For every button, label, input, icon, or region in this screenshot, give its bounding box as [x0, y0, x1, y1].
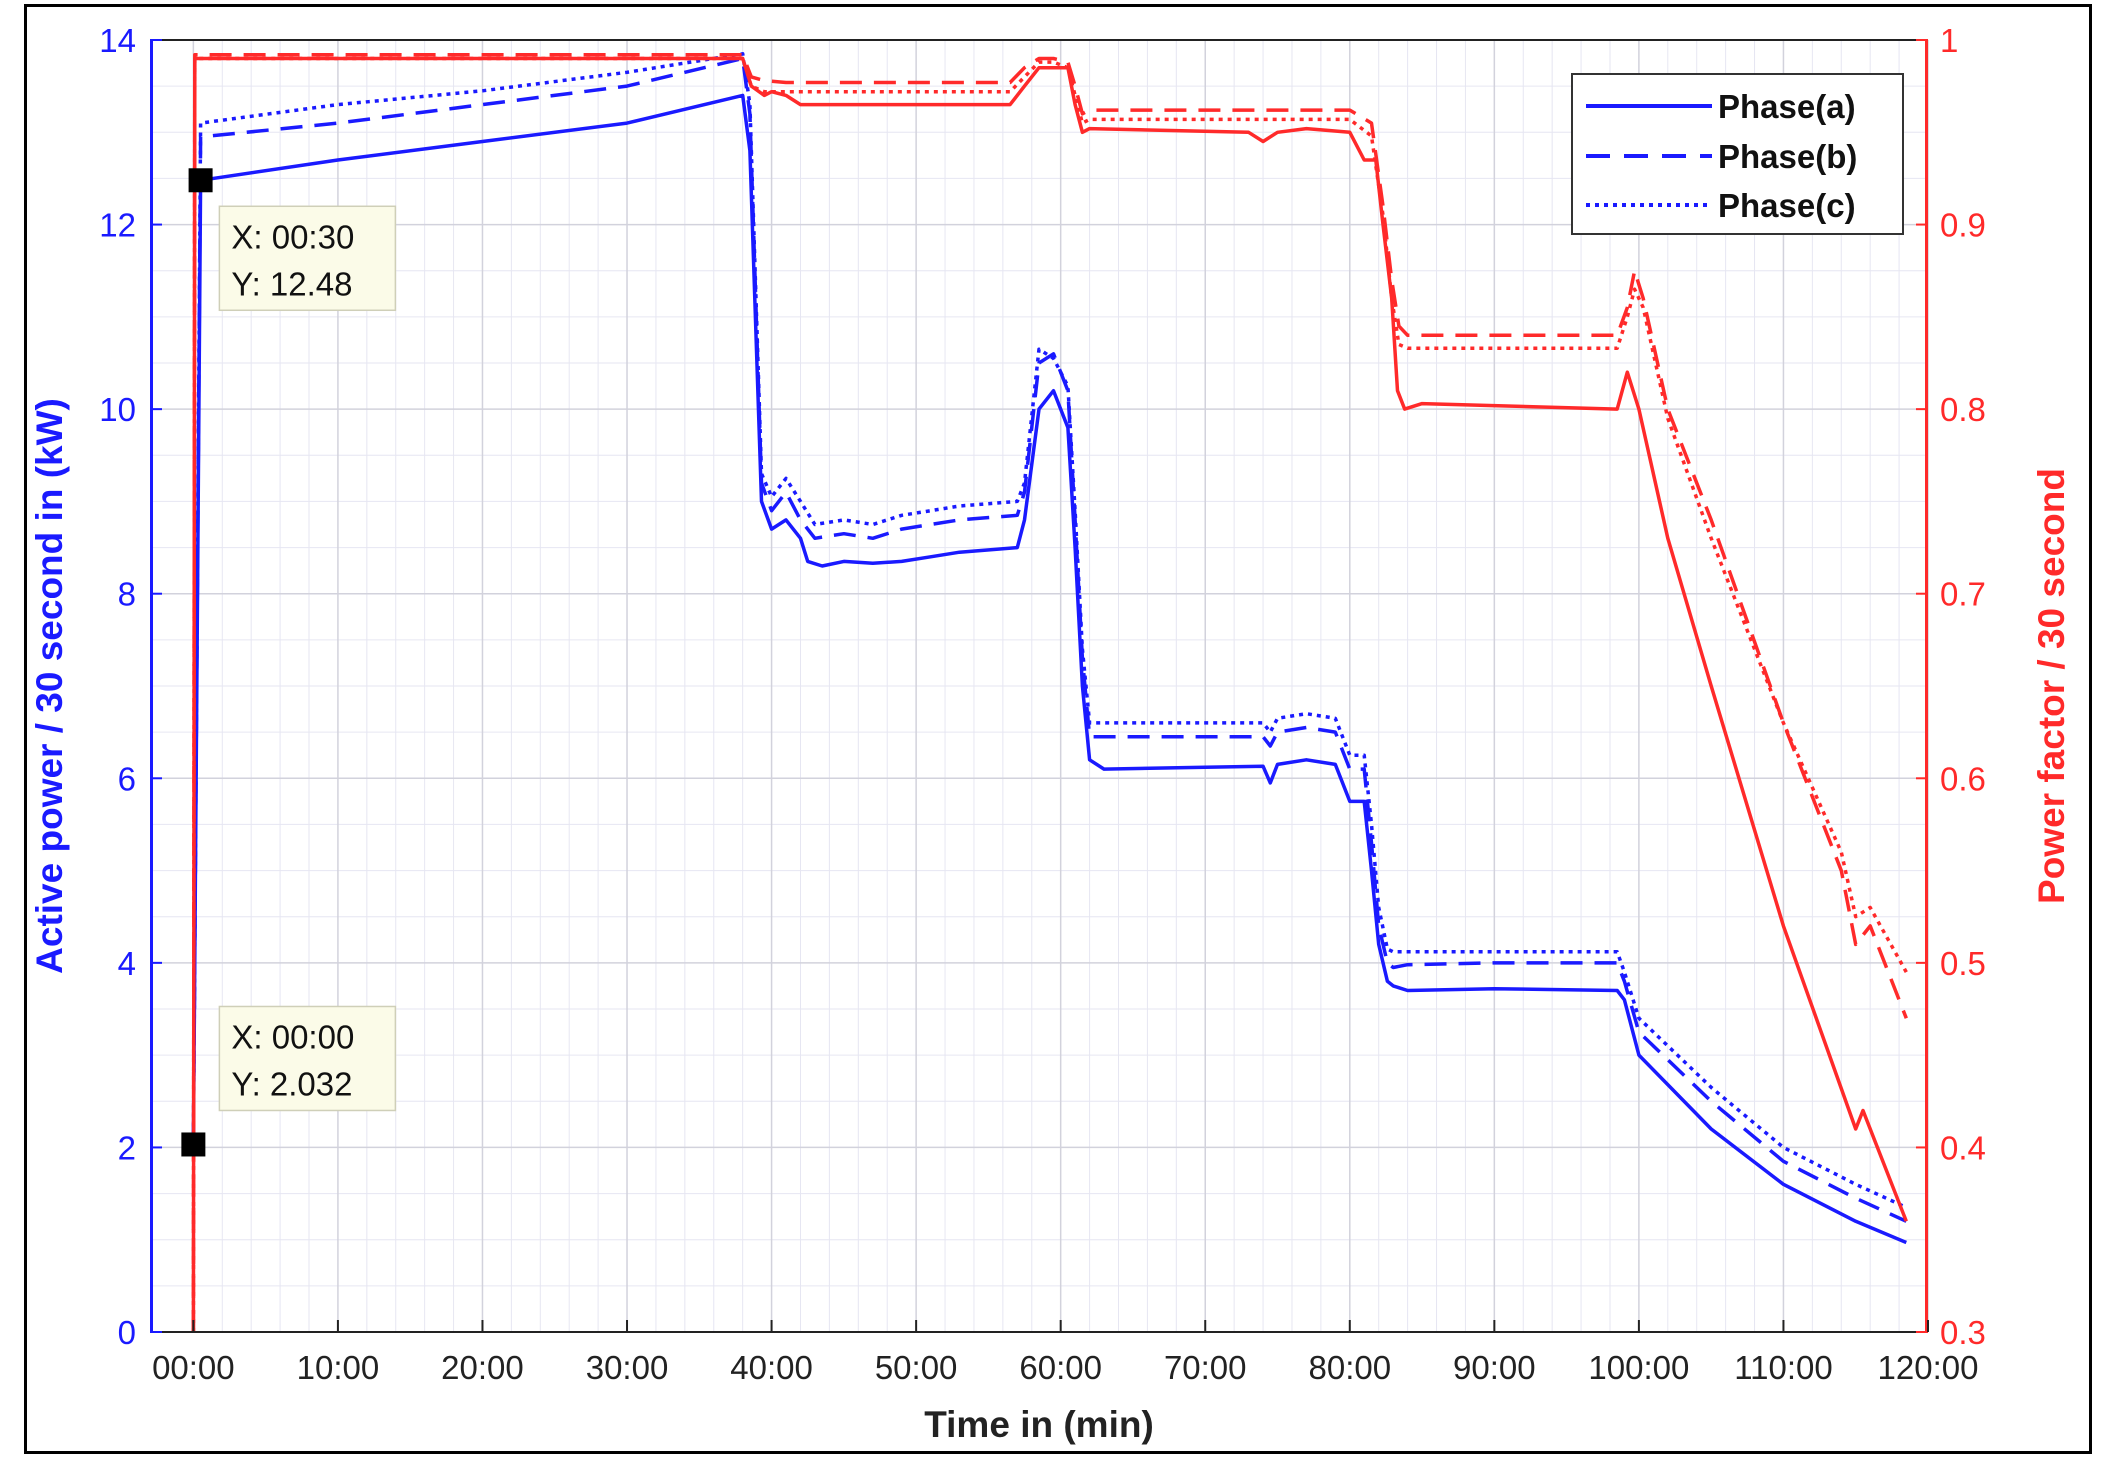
left-tick-label: 10	[99, 391, 136, 428]
data-tip-x-text: X: 00:30	[231, 218, 354, 255]
x-axis-label: Time in (min)	[924, 1404, 1154, 1445]
left-tick-label: 6	[118, 760, 136, 797]
left-axis-label: Active power / 30 second in (kW)	[29, 398, 70, 974]
data-tip-y-text: Y: 12.48	[231, 265, 352, 302]
right-tick-label: 1	[1940, 22, 1958, 59]
left-axis-ticks: 0 2 4 6 8 10 12 14	[99, 22, 162, 1351]
right-tick-label: 0.3	[1940, 1314, 1986, 1351]
plot-border-right	[1925, 40, 1928, 1332]
series-layer	[191, 52, 1908, 1333]
data-tip-marker	[181, 1132, 206, 1157]
left-tick-label: 12	[99, 207, 136, 244]
x-tick-label: 100:00	[1588, 1349, 1689, 1386]
left-tick-label: 2	[118, 1129, 136, 1166]
right-axis-ticks: 0.3 0.4 0.5 0.6 0.7 0.8 0.9 1	[1916, 22, 1986, 1351]
right-tick-label: 0.4	[1940, 1129, 1986, 1166]
data-tip-y-text: Y: 2.032	[231, 1065, 352, 1102]
x-axis-ticks: 00:00 10:00 20:00 30:00 40:00 50:00 60:00 70:00…	[152, 1320, 1978, 1386]
x-tick-label: 90:00	[1453, 1349, 1536, 1386]
legend: Phase(a) Phase(b) Phase(c)	[1571, 73, 1904, 235]
legend-label: Phase(c)	[1718, 187, 1856, 224]
right-tick-label: 0.8	[1940, 391, 1986, 428]
data-tips: X: 00:30 Y: 12.48 X: 00:00 Y: 2.032	[181, 168, 397, 1157]
x-tick-label: 110:00	[1734, 1349, 1832, 1386]
legend-label: Phase(a)	[1718, 88, 1856, 125]
right-tick-label: 0.7	[1940, 576, 1986, 613]
x-tick-label: 70:00	[1164, 1349, 1247, 1386]
x-tick-label: 20:00	[441, 1349, 524, 1386]
x-tick-label: 120:00	[1878, 1349, 1979, 1386]
x-tick-label: 60:00	[1019, 1349, 1102, 1386]
right-tick-label: 0.9	[1940, 207, 1986, 244]
left-tick-label: 8	[118, 576, 136, 613]
right-tick-label: 0.5	[1940, 945, 1986, 982]
x-tick-label: 50:00	[875, 1349, 958, 1386]
data-tip-box	[218, 1005, 397, 1112]
x-tick-label: 10:00	[297, 1349, 380, 1386]
right-axis-label: Power factor / 30 second	[2031, 468, 2072, 904]
x-tick-label: 00:00	[152, 1349, 235, 1386]
series-line-dashed-power-factor	[191, 53, 1908, 1333]
data-tip-x-text: X: 00:00	[231, 1018, 354, 1055]
x-tick-label: 30:00	[586, 1349, 669, 1386]
left-tick-label: 14	[99, 22, 136, 59]
legend-item: Phase(b)	[1586, 138, 1857, 175]
legend-label: Phase(b)	[1718, 138, 1857, 175]
left-tick-label: 4	[118, 945, 136, 982]
x-tick-label: 40:00	[730, 1349, 813, 1386]
series-line-solid-power-factor	[191, 56, 1908, 1333]
data-tip-box	[218, 205, 397, 312]
series-line-dotted-active-power	[191, 52, 1908, 1209]
plot-border-left	[150, 40, 153, 1332]
right-tick-label: 0.6	[1940, 760, 1986, 797]
left-tick-label: 0	[118, 1314, 136, 1351]
legend-item: Phase(c)	[1586, 187, 1856, 224]
x-tick-label: 80:00	[1308, 1349, 1391, 1386]
legend-item: Phase(a)	[1586, 88, 1856, 125]
data-tip-marker	[188, 168, 213, 193]
